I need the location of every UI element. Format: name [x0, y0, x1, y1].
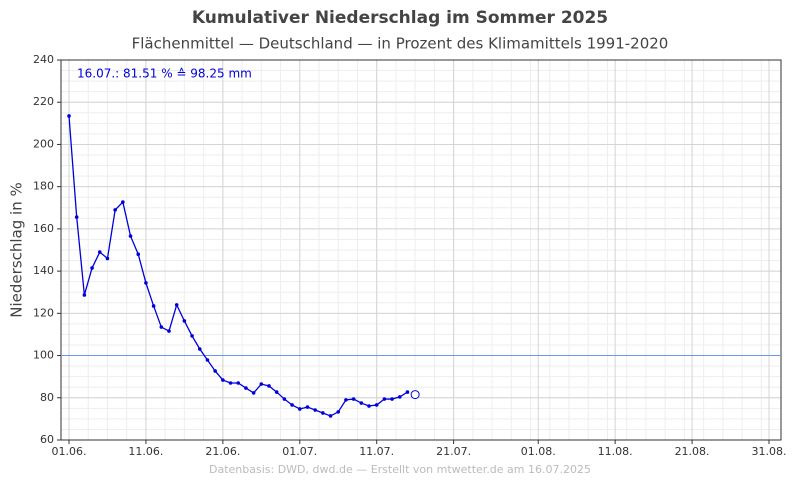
series-line: [68, 115, 408, 417]
data-point: [113, 208, 117, 212]
data-point: [297, 407, 302, 411]
data-point: [274, 390, 279, 394]
y-tick-label: 80: [40, 391, 54, 404]
data-point: [82, 293, 87, 297]
data-point: [67, 114, 71, 118]
data-point: [190, 334, 194, 338]
y-axis-label: Niederschlag in %: [8, 182, 26, 317]
y-tick-label: 180: [33, 180, 54, 193]
data-point: [121, 200, 125, 204]
chart-subtitle: Flächenmittel — Deutschland — in Prozent…: [132, 35, 669, 53]
y-tick-label: 240: [33, 53, 54, 66]
data-point: [251, 391, 256, 395]
y-tick-label: 100: [33, 349, 54, 362]
data-point: [90, 266, 94, 270]
data-point: [144, 281, 148, 285]
data-point: [313, 408, 317, 412]
data-point: [197, 347, 202, 351]
data-point: [228, 381, 233, 385]
y-tick-label: 120: [33, 306, 54, 319]
x-tick-label: 11.08.: [598, 445, 633, 458]
data-point: [205, 358, 210, 362]
data-point: [328, 414, 333, 418]
x-tick-label: 01.07.: [282, 445, 317, 458]
x-tick-label: 01.06.: [52, 445, 87, 458]
data-point: [105, 256, 110, 261]
data-point: [128, 234, 133, 238]
data-point: [151, 304, 156, 308]
x-tick-label: 31.08.: [752, 445, 787, 458]
data-point: [321, 411, 325, 415]
data-point: [359, 401, 364, 405]
x-tick-label: 21.08.: [675, 445, 710, 458]
x-tick-label: 11.07.: [359, 445, 394, 458]
data-point: [221, 378, 225, 382]
data-point: [367, 404, 371, 408]
current-point: [410, 390, 420, 400]
y-tick-label: 60: [40, 433, 54, 446]
y-tick-label: 160: [33, 222, 54, 235]
data-point: [244, 386, 248, 390]
data-point: [236, 381, 241, 385]
data-point: [405, 390, 410, 394]
y-tick-label: 200: [33, 137, 54, 150]
data-point: [344, 398, 348, 402]
data-point: [74, 215, 79, 219]
data-point: [305, 405, 310, 409]
data-point: [351, 397, 356, 401]
y-tick-label: 220: [33, 95, 54, 108]
data-point: [282, 397, 287, 401]
data-point: [174, 303, 179, 307]
x-tick-label: 11.06.: [128, 445, 163, 458]
x-tick-label: 21.07.: [436, 445, 471, 458]
data-point: [267, 384, 271, 388]
x-tick-label: 21.06.: [205, 445, 240, 458]
chart-title: Kumulativer Niederschlag im Sommer 2025: [192, 8, 608, 28]
data-point: [97, 250, 102, 254]
data-point: [213, 369, 217, 373]
data-point: [382, 397, 387, 401]
y-tick-label: 140: [33, 264, 54, 277]
data-point: [290, 403, 294, 407]
footer: Datenbasis: DWD, dwd.de — Erstellt von m…: [209, 463, 591, 476]
data-point: [159, 325, 164, 329]
data-point: [259, 382, 264, 386]
data-point: [182, 319, 187, 323]
data-point: [374, 403, 379, 407]
plot-frame: [60, 59, 782, 441]
annotation: 16.07.: 81.51 % ≙ 98.25 mm: [77, 67, 252, 81]
data-point: [136, 252, 141, 257]
data-point: [397, 395, 402, 399]
data-point: [336, 410, 341, 414]
data-point: [390, 397, 394, 401]
x-tick-label: 01.08.: [521, 445, 556, 458]
data-point: [167, 329, 171, 333]
